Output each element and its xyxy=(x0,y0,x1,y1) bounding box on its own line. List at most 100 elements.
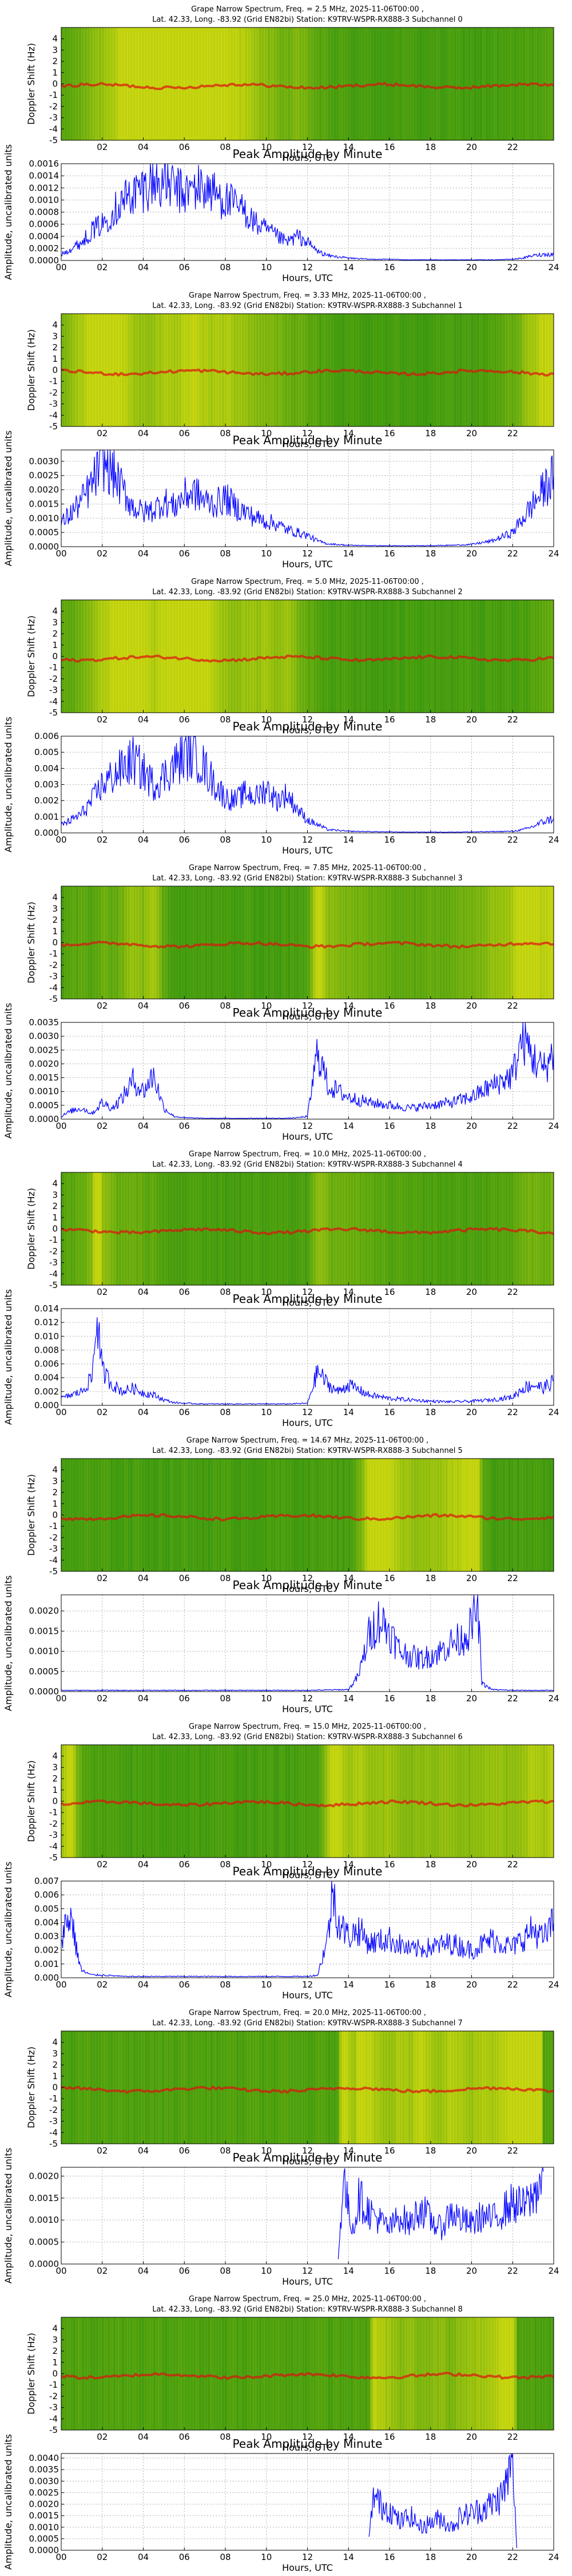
spectrum-column xyxy=(264,886,268,999)
spectrum-column xyxy=(247,314,251,426)
spectrum-column xyxy=(150,886,153,999)
spectrum-column xyxy=(533,314,537,426)
x-tick-label: 02 xyxy=(97,835,108,845)
spectrum-column xyxy=(525,314,529,426)
x-tick-label: 08 xyxy=(220,1980,231,1990)
spectrum-column xyxy=(416,886,420,999)
x-tick-label: 04 xyxy=(138,1407,149,1417)
spectrum-column xyxy=(227,1745,231,1858)
spectrum-column xyxy=(547,1172,551,1285)
spectrum-column xyxy=(67,600,70,713)
spectrum-column xyxy=(181,27,185,140)
x-tick-label: 04 xyxy=(138,1980,149,1990)
spectrum-column xyxy=(516,2317,520,2430)
spectrum-column xyxy=(550,1172,554,1285)
x-tick-label: 06 xyxy=(179,1407,190,1417)
y-tick-label: 0.0014 xyxy=(29,171,59,181)
spectrum-column xyxy=(121,600,125,713)
x-tick-label: 06 xyxy=(179,1859,190,1870)
spectrum-column xyxy=(516,1745,520,1858)
y-tick-label: 0.0005 xyxy=(29,1666,59,1677)
spectrum-column xyxy=(201,886,205,999)
spectrum-column xyxy=(344,1459,348,1571)
spectrum-column xyxy=(116,1172,119,1285)
spectrum-column xyxy=(224,600,228,713)
spectrum-column xyxy=(416,314,420,426)
spectrum-column xyxy=(293,1459,297,1571)
spectrum-column xyxy=(173,2317,176,2430)
x-tick-label: 18 xyxy=(425,1121,436,1131)
x-tick-label: 22 xyxy=(507,835,518,845)
spectrum-column xyxy=(201,2317,205,2430)
plot-frame xyxy=(61,163,554,261)
spectrum-column xyxy=(147,314,150,426)
spectrum-column xyxy=(382,2031,386,2144)
spectrum-column xyxy=(525,2317,529,2430)
chart-subtitle: Lat. 42.33, Long. -83.92 (Grid EN82bi) S… xyxy=(152,2305,463,2314)
spectrum-column xyxy=(113,2031,116,2144)
y-tick-label: -4 xyxy=(49,410,58,420)
plot-frame xyxy=(61,1022,554,1120)
y-tick-label: 0.0005 xyxy=(29,2534,59,2544)
spectrum-column xyxy=(359,600,363,713)
spectrum-column xyxy=(304,2031,308,2144)
spectrum-column xyxy=(299,1172,303,1285)
spectrum-column xyxy=(493,886,497,999)
x-tick-label: 04 xyxy=(138,1859,149,1870)
y-tick-label: -4 xyxy=(49,1841,58,1851)
spectrum-column xyxy=(84,2031,88,2144)
spectrum-column xyxy=(136,1745,139,1858)
spectrum-column xyxy=(350,2317,354,2430)
y-tick-label: 0.002 xyxy=(34,1386,59,1397)
spectrum-column xyxy=(81,314,85,426)
spectrum-column xyxy=(436,27,440,140)
spectrum-column xyxy=(507,600,511,713)
spectrum-column xyxy=(344,1172,348,1285)
spectrum-column xyxy=(484,1459,488,1571)
spectrum-column xyxy=(259,2317,263,2430)
x-tick-label: 02 xyxy=(97,2146,108,2156)
y-tick-label: 0 xyxy=(52,365,58,376)
spectrum-column xyxy=(198,600,202,713)
spectrum-column xyxy=(362,886,366,999)
spectrum-column xyxy=(178,1459,182,1571)
spectrum-column xyxy=(239,600,242,713)
spectrum-column xyxy=(424,886,428,999)
y-tick-label: -2 xyxy=(49,388,58,398)
spectrum-column xyxy=(542,314,546,426)
x-tick-label: 06 xyxy=(179,714,190,725)
x-tick-label: 16 xyxy=(384,548,395,559)
spectrum-column xyxy=(427,886,431,999)
spectrum-column xyxy=(290,886,294,999)
spectrum-column xyxy=(101,1172,105,1285)
spectrum-column xyxy=(293,27,297,140)
chart-subtitle: Lat. 42.33, Long. -83.92 (Grid EN82bi) S… xyxy=(152,1447,463,1455)
spectrum-column xyxy=(339,1459,343,1571)
spectrum-column xyxy=(467,600,471,713)
spectrum-column xyxy=(419,27,423,140)
series-line xyxy=(61,1881,554,1978)
spectrum-column xyxy=(90,1459,93,1571)
y-tick-label: 3 xyxy=(52,1476,58,1486)
spectrum-column xyxy=(178,2031,182,2144)
x-tick-label: 08 xyxy=(220,428,231,438)
spectrum-column xyxy=(101,2317,105,2430)
spectrum-column xyxy=(419,2031,423,2144)
spectrum-column xyxy=(447,1745,451,1858)
spectrum-column xyxy=(201,600,205,713)
spectrum-column xyxy=(284,314,288,426)
x-tick-label: 16 xyxy=(384,1001,395,1011)
spectrum-column xyxy=(364,600,368,713)
spectrum-column xyxy=(542,2031,546,2144)
y-tick-label: 0.0020 xyxy=(29,2499,59,2510)
spectrum-column xyxy=(170,314,173,426)
spectrum-column xyxy=(187,2031,190,2144)
spectrum-column xyxy=(84,2317,88,2430)
spectrum-column xyxy=(279,314,283,426)
spectrum-column xyxy=(519,1459,523,1571)
spectrum-column xyxy=(490,1459,494,1571)
spectrum-column xyxy=(413,1459,417,1571)
spectrum-column xyxy=(547,1459,551,1571)
x-tick-label: 18 xyxy=(425,262,436,272)
spectrum-column xyxy=(101,600,105,713)
